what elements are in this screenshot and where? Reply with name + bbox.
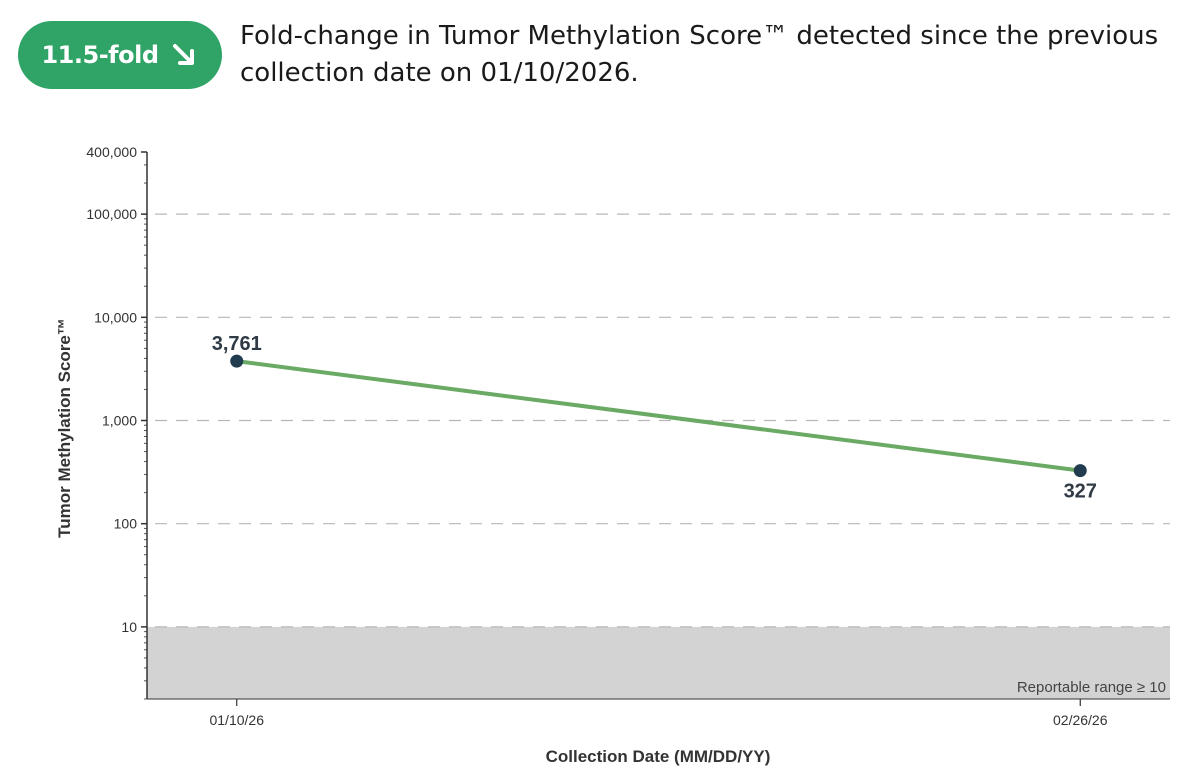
x-axis-ticks: 01/10/26 02/26/26 (209, 699, 1108, 728)
y-axis-ticks: 10 100 1,000 10,000 100,000 400,000 (86, 144, 147, 635)
data-label: 327 (1064, 481, 1097, 503)
series-line (234, 359, 1083, 473)
headline-text: Fold-change in Tumor Methylation Score™ … (240, 21, 1159, 88)
x-tick-label: 02/26/26 (1053, 712, 1108, 728)
reportable-range-shading (147, 626, 1170, 699)
y-axis-label: Tumor Methylation Score™ (55, 318, 74, 538)
fold-change-badge: 11.5-fold (18, 21, 222, 89)
y-tick-label: 100,000 (86, 206, 137, 222)
x-axis-label: Collection Date (MM/DD/YY) (546, 747, 771, 766)
y-tick-label: 100 (114, 516, 138, 532)
data-point (230, 354, 244, 368)
fold-change-value: 11.5-fold (41, 41, 159, 69)
data-point (1073, 464, 1087, 478)
data-label: 3,761 (212, 333, 262, 355)
series-line-group: 3,761 327 (212, 333, 1097, 502)
grid-lines (155, 213, 1170, 628)
y-tick-label: 10 (121, 619, 137, 635)
y-tick-label: 1,000 (102, 413, 137, 429)
y-tick-label: 10,000 (94, 309, 137, 325)
y-tick-label: 400,000 (86, 144, 137, 160)
x-tick-label: 01/10/26 (209, 712, 264, 728)
arrow-down-right-icon (172, 44, 194, 65)
reportable-range-label: Reportable range ≥ 10 (1017, 679, 1166, 696)
